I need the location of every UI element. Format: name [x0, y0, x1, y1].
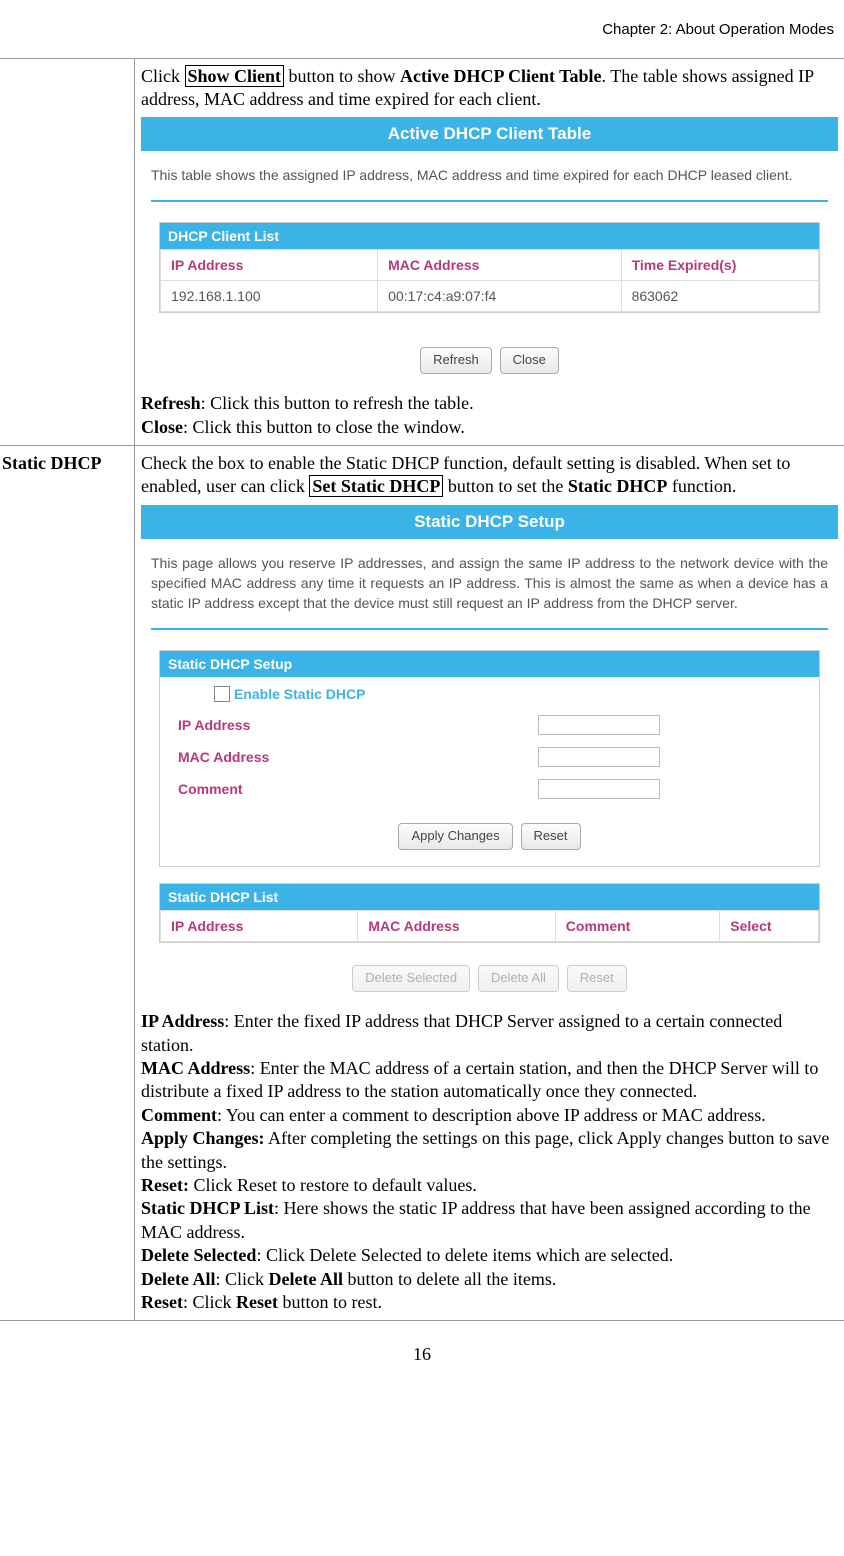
- text: button to show: [284, 66, 400, 86]
- text: : Enter the fixed IP address that DHCP S…: [141, 1011, 782, 1054]
- comment-row: Comment: [160, 773, 819, 805]
- col-ip: IP Address: [161, 911, 358, 942]
- row2-content: Check the box to enable the Static DHCP …: [135, 445, 844, 1320]
- comment-input[interactable]: [538, 779, 660, 799]
- cell-time: 863062: [621, 281, 818, 312]
- def-delall: Delete All: Click Delete All button to d…: [141, 1268, 838, 1291]
- ui-title: Static DHCP Setup: [141, 505, 838, 539]
- set-static-dhcp-box: Set Static DHCP: [309, 475, 443, 497]
- col-comment: Comment: [555, 911, 720, 942]
- row2-intro: Check the box to enable the Static DHCP …: [141, 452, 838, 499]
- text-bold: Reset: [236, 1292, 278, 1312]
- dhcp-client-table: IP Address MAC Address Time Expired(s) 1…: [160, 249, 819, 312]
- text-bold: Delete All: [141, 1269, 215, 1289]
- static-dhcp-setup-box: Static DHCP Setup Enable Static DHCP IP …: [159, 650, 820, 867]
- col-time: Time Expired(s): [621, 249, 818, 280]
- col-select: Select: [720, 911, 819, 942]
- text-bold: Static DHCP List: [141, 1198, 274, 1218]
- text-bold: Static DHCP: [568, 476, 667, 496]
- ui-desc: This table shows the assigned IP address…: [141, 151, 838, 199]
- enable-row: Enable Static DHCP: [160, 677, 819, 709]
- ui-divider: [151, 200, 828, 202]
- text-bold: Apply Changes:: [141, 1128, 265, 1148]
- def-apply: Apply Changes: After completing the sett…: [141, 1127, 838, 1174]
- reset-button[interactable]: Reset: [521, 823, 581, 850]
- show-client-box: Show Client: [185, 65, 285, 87]
- text: : Click this button to close the window.: [183, 417, 465, 437]
- section-head: DHCP Client List: [160, 223, 819, 249]
- enable-static-dhcp-checkbox[interactable]: [214, 686, 230, 702]
- static-dhcp-list-box: Static DHCP List IP Address MAC Address …: [159, 883, 820, 943]
- close-def: Close: Click this button to close the wi…: [141, 416, 838, 439]
- enable-label: Enable Static DHCP: [234, 685, 365, 703]
- section-head: Static DHCP Setup: [160, 651, 819, 677]
- static-dhcp-screenshot: Static DHCP Setup This page allows you r…: [141, 505, 838, 1003]
- section-head: Static DHCP List: [160, 884, 819, 910]
- text: Click: [141, 66, 185, 86]
- text: : You can enter a comment to description…: [217, 1105, 766, 1125]
- text: button to delete all the items.: [343, 1269, 556, 1289]
- static-dhcp-list-table: IP Address MAC Address Comment Select: [160, 910, 819, 942]
- ip-label: IP Address: [178, 716, 318, 734]
- text-bold: Reset:: [141, 1175, 189, 1195]
- page-number: 16: [0, 1343, 844, 1366]
- dhcp-client-list-box: DHCP Client List IP Address MAC Address …: [159, 222, 820, 314]
- refresh-def: Refresh: Click this button to refresh th…: [141, 392, 838, 415]
- mac-label: MAC Address: [178, 748, 318, 766]
- text-bold: Delete Selected: [141, 1245, 256, 1265]
- def-reset2: Reset: Click Reset button to rest.: [141, 1291, 838, 1314]
- text: : Click this button to refresh the table…: [201, 393, 474, 413]
- text-bold: Comment: [141, 1105, 217, 1125]
- def-delsel: Delete Selected: Click Delete Selected t…: [141, 1244, 838, 1267]
- row1-label: [0, 58, 135, 445]
- chapter-header: Chapter 2: About Operation Modes: [0, 20, 844, 40]
- apply-changes-button[interactable]: Apply Changes: [398, 823, 512, 850]
- text: button to rest.: [278, 1292, 382, 1312]
- def-comment: Comment: You can enter a comment to desc…: [141, 1104, 838, 1127]
- def-list: Static DHCP List: Here shows the static …: [141, 1197, 838, 1244]
- doc-table: Click Show Client button to show Active …: [0, 58, 844, 1322]
- comment-label: Comment: [178, 780, 318, 798]
- ui-buttons: Refresh Close: [141, 329, 838, 384]
- row1-intro: Click Show Client button to show Active …: [141, 65, 838, 112]
- mac-address-input[interactable]: [538, 747, 660, 767]
- def-ip: IP Address: Enter the fixed IP address t…: [141, 1010, 838, 1057]
- text: Click Reset to restore to default values…: [189, 1175, 477, 1195]
- text: : Click: [215, 1269, 268, 1289]
- def-mac: MAC Address: Enter the MAC address of a …: [141, 1057, 838, 1104]
- text: function.: [667, 476, 736, 496]
- text-bold: IP Address: [141, 1011, 224, 1031]
- col-mac: MAC Address: [378, 249, 621, 280]
- text: : Click: [183, 1292, 236, 1312]
- text-bold: Active DHCP Client Table: [400, 66, 602, 86]
- ui-buttons: Apply Changes Reset: [160, 805, 819, 860]
- cell-mac: 00:17:c4:a9:07:f4: [378, 281, 621, 312]
- text-bold: Close: [141, 417, 183, 437]
- text: : Click Delete Selected to delete items …: [256, 1245, 673, 1265]
- refresh-button[interactable]: Refresh: [420, 347, 492, 374]
- ui-title: Active DHCP Client Table: [141, 117, 838, 151]
- text-bold: MAC Address: [141, 1058, 250, 1078]
- col-ip: IP Address: [161, 249, 378, 280]
- ui-desc: This page allows you reserve IP addresse…: [141, 539, 838, 628]
- def-reset1: Reset: Click Reset to restore to default…: [141, 1174, 838, 1197]
- delete-all-button[interactable]: Delete All: [478, 965, 559, 992]
- delete-selected-button[interactable]: Delete Selected: [352, 965, 470, 992]
- ip-row: IP Address: [160, 709, 819, 741]
- active-dhcp-screenshot: Active DHCP Client Table This table show…: [141, 117, 838, 384]
- row1-content: Click Show Client button to show Active …: [135, 58, 844, 445]
- mac-row: MAC Address: [160, 741, 819, 773]
- ui-buttons: Delete Selected Delete All Reset: [141, 959, 838, 1002]
- text-bold: Refresh: [141, 393, 201, 413]
- ui-divider: [151, 628, 828, 630]
- col-mac: MAC Address: [358, 911, 555, 942]
- text-bold: Delete All: [268, 1269, 342, 1289]
- ip-address-input[interactable]: [538, 715, 660, 735]
- text-bold: Reset: [141, 1292, 183, 1312]
- reset-button-2[interactable]: Reset: [567, 965, 627, 992]
- text: button to set the: [443, 476, 568, 496]
- cell-ip: 192.168.1.100: [161, 281, 378, 312]
- close-button[interactable]: Close: [500, 347, 559, 374]
- row2-label: Static DHCP: [0, 445, 135, 1320]
